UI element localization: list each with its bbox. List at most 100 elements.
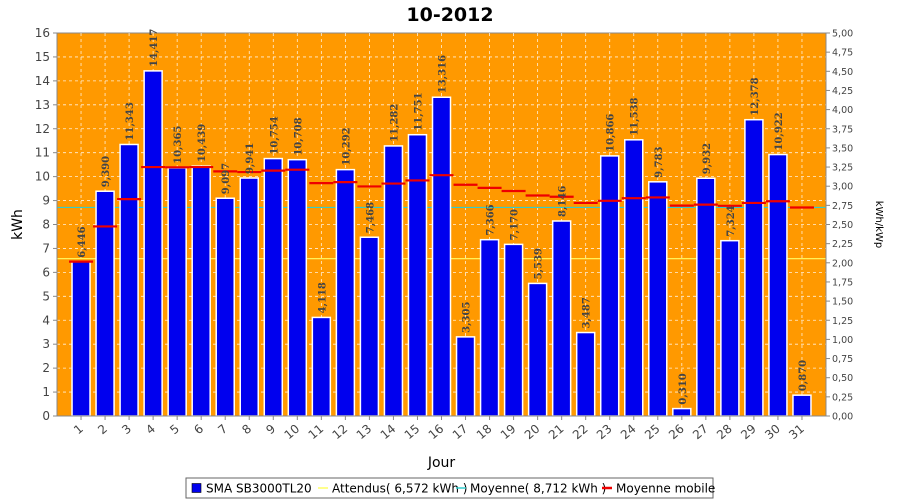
x-tick-label: 10 (282, 422, 303, 443)
y2-tick-label: 0,50 (832, 373, 853, 384)
legend-label: SMA SB3000TL20 (206, 482, 312, 496)
x-tick-label: 26 (666, 422, 687, 443)
bar (575, 331, 596, 417)
data-label: 9,390 (101, 156, 112, 187)
y-axis-label: kWh (10, 209, 26, 240)
bar (792, 394, 812, 417)
x-axis: 1 2 3 4 5 6 7 8 9 10 11 12 13 14 15 16 17 18 19 20 21 22 23 24 2… (57, 415, 826, 443)
bar (503, 243, 524, 417)
y2-tick-label: 1,50 (832, 297, 853, 308)
x-tick-label: 5 (167, 422, 182, 438)
x-tick-label: 27 (690, 422, 711, 443)
x-tick-label: 9 (263, 422, 278, 438)
y-tick-label: 2 (42, 361, 50, 375)
x-tick-label: 8 (239, 422, 254, 438)
bar (311, 316, 332, 417)
x-tick-label: 21 (546, 422, 567, 443)
y-tick-label: 13 (35, 98, 50, 112)
data-label: 4,118 (317, 282, 328, 313)
bar (239, 177, 259, 417)
x-tick-label: 12 (330, 422, 351, 443)
x-tick-label: 17 (450, 422, 471, 443)
data-label: 11,282 (389, 104, 400, 142)
bar (215, 197, 235, 417)
data-label: 9,783 (654, 146, 665, 177)
y-tick-label: 11 (35, 146, 50, 160)
bar (167, 167, 187, 417)
data-label: 9,941 (245, 143, 256, 174)
data-label: 11,751 (413, 92, 424, 130)
x-tick-label: 19 (498, 422, 519, 443)
data-label: 10,866 (606, 114, 617, 152)
data-label: 0,870 (798, 360, 809, 391)
x-tick-label: 4 (143, 422, 158, 438)
data-label: 10,292 (341, 127, 352, 165)
y2-tick-label: 2,75 (832, 201, 853, 212)
x-tick-label: 31 (786, 422, 807, 443)
legend-swatch (191, 483, 202, 493)
y-tick-label: 10 (35, 170, 50, 184)
bar (696, 177, 716, 417)
legend-label: Attendus( 6,572 kWh ) (332, 482, 467, 496)
y2-tick-label: 1,00 (832, 335, 853, 346)
x-tick-label: 11 (306, 422, 327, 443)
y2-tick-label: 1,75 (832, 277, 853, 288)
bar (455, 336, 476, 417)
bar (95, 190, 115, 417)
x-tick-label: 25 (642, 422, 663, 443)
data-label: 0,310 (678, 373, 689, 404)
bar (768, 153, 788, 417)
y-tick-label: 15 (35, 50, 50, 64)
y-tick-label: 0 (42, 409, 50, 423)
y2-axis: 0,00 0,25 0,50 0,75 1,00 1,25 1,50 1,75 2,00 2,25… (825, 29, 853, 423)
y2-tick-label: 5,00 (832, 29, 853, 40)
y-tick-label: 1 (42, 385, 50, 399)
data-label: 14,417 (149, 29, 160, 67)
y2-tick-label: 2,50 (832, 220, 853, 231)
y2-tick-label: 0,75 (832, 354, 853, 365)
y-tick-label: 3 (42, 337, 50, 351)
x-tick-label: 15 (402, 422, 423, 443)
data-label: 7,366 (486, 204, 497, 235)
x-tick-label: 18 (474, 422, 495, 443)
bar (720, 239, 740, 417)
x-tick-label: 24 (618, 422, 639, 443)
data-label: 11,538 (630, 97, 641, 135)
y2-tick-label: 2,25 (832, 239, 853, 250)
data-label: 8,146 (558, 186, 569, 217)
data-label: 7,468 (365, 202, 376, 233)
bar (383, 145, 404, 417)
x-tick-label: 29 (738, 422, 759, 443)
data-label: 10,754 (269, 116, 280, 154)
legend-label: Moyenne mobile (616, 482, 715, 496)
y-tick-label: 4 (42, 313, 50, 327)
legend: SMA SB3000TL20 Attendus( 6,572 kWh ) Moyen… (185, 477, 715, 499)
y2-tick-label: 4,50 (832, 67, 853, 78)
y2-tick-label: 4,25 (832, 86, 853, 97)
y-tick-label: 8 (42, 218, 50, 232)
x-tick-label: 28 (714, 422, 735, 443)
chart-title: 10-2012 (406, 4, 493, 26)
bar (191, 165, 211, 417)
data-label: 5,539 (534, 248, 545, 279)
y2-tick-label: 3,00 (832, 182, 853, 193)
x-tick-label: 7 (215, 422, 230, 438)
bar (335, 168, 356, 417)
legend-box (185, 477, 714, 499)
y2-tick-label: 3,25 (832, 163, 853, 174)
y2-axis-label: kWh/kWp (873, 201, 884, 248)
data-label: 12,378 (750, 77, 761, 115)
bar (551, 220, 572, 417)
data-label: 3,305 (462, 302, 473, 333)
bar (407, 133, 428, 417)
y-tick-label: 14 (35, 74, 50, 88)
y-tick-label: 9 (42, 194, 50, 208)
legend-label: Moyenne( 8,712 kWh ) (470, 482, 606, 496)
x-tick-label: 1 (71, 422, 86, 438)
data-label: 10,439 (197, 124, 208, 162)
bar (287, 158, 308, 417)
x-tick-label: 13 (354, 422, 375, 443)
data-label: 7,324 (726, 205, 737, 236)
data-label: 9,932 (702, 143, 713, 174)
bar (672, 407, 692, 417)
